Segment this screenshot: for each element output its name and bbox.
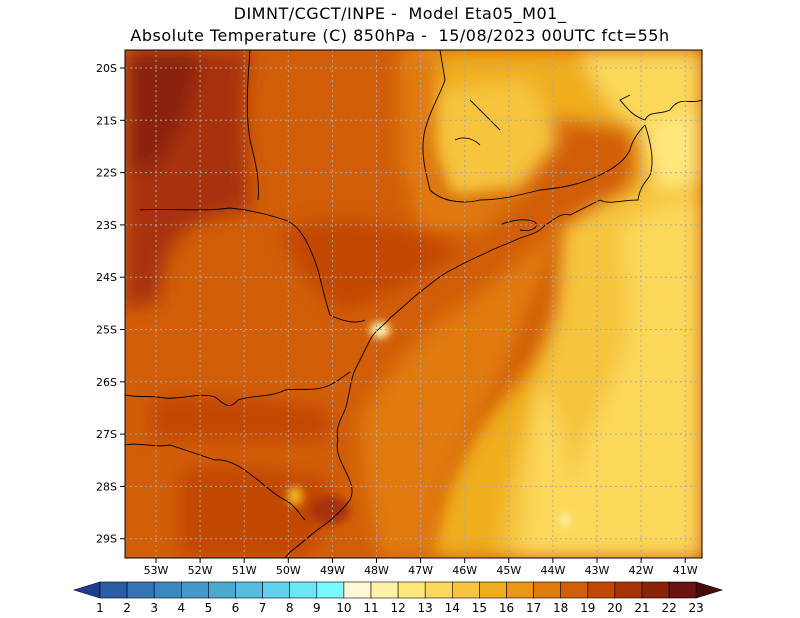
lat-label: 22S	[96, 167, 117, 180]
colorbar-swatch	[587, 581, 616, 599]
colorbar-label: 5	[205, 601, 213, 615]
colorbar-swatch	[343, 581, 372, 599]
colorbar-swatch	[289, 581, 318, 599]
latitude-labels: 20S 21S 22S 23S 24S 25S 26S 27S 28S 29S	[96, 62, 125, 546]
lon-label: 48W	[364, 564, 389, 577]
lat-label: 29S	[96, 533, 117, 546]
lon-label: 45W	[496, 564, 521, 577]
lon-label: 44W	[540, 564, 565, 577]
colorbar-swatch	[506, 581, 534, 599]
colorbar-label: 10	[336, 601, 351, 615]
colorbar-swatch	[99, 581, 128, 599]
chart-subtitle: Absolute Temperature (C) 850hPa - 15/08/…	[130, 26, 670, 45]
lat-label: 26S	[96, 376, 117, 389]
colorbar-arrow-left	[72, 581, 101, 599]
borders	[125, 50, 702, 558]
colorbar-label: 3	[150, 601, 158, 615]
lat-label: 28S	[96, 480, 117, 493]
colorbar-swatch	[479, 581, 507, 599]
colorbar-label: 21	[634, 601, 649, 615]
colorbar-label: 2	[123, 601, 131, 615]
colorbar-label: 8	[286, 601, 294, 615]
colorbar-swatch	[424, 581, 453, 599]
gridlines	[125, 50, 702, 558]
colorbar-label: 6	[232, 601, 240, 615]
colorbar-swatch	[614, 581, 643, 599]
colorbar-swatch	[316, 581, 345, 599]
colorbar-labels: 1 2 3 4 5 6 7 8 9 10 11 12 13 14 15 16 17 18 19 20 21 22 23	[96, 601, 704, 615]
colorbar-label: 1	[96, 601, 104, 615]
map-frame	[124, 49, 703, 559]
temperature-field	[125, 50, 702, 558]
colorbar-label: 14	[445, 601, 460, 615]
lat-label: 20S	[96, 62, 117, 75]
colorbar-label: 18	[553, 601, 568, 615]
colorbar-label: 23	[689, 601, 704, 615]
lon-label: 46W	[452, 564, 477, 577]
lon-label: 42W	[629, 564, 654, 577]
colorbar-swatch	[641, 581, 670, 599]
lat-label: 25S	[96, 324, 117, 337]
colorbar-swatch	[370, 581, 399, 599]
lat-label: 23S	[96, 219, 117, 232]
longitude-labels: 53W 52W 51W 50W 49W 48W 47W 46W 45W 44W 43W 42W 41W	[144, 558, 698, 577]
lon-label: 50W	[276, 564, 301, 577]
colorbar-arrow-right	[695, 581, 724, 599]
lat-label: 27S	[96, 428, 117, 441]
colorbar-label: 19	[580, 601, 595, 615]
lon-label: 53W	[144, 564, 169, 577]
colorbar	[72, 581, 724, 599]
colorbar-label: 7	[259, 601, 267, 615]
lon-label: 43W	[585, 564, 610, 577]
colorbar-swatch	[533, 581, 561, 599]
colorbar-swatch	[397, 581, 426, 599]
lon-label: 51W	[232, 564, 257, 577]
colorbar-swatch	[153, 581, 182, 599]
colorbar-label: 15	[472, 601, 487, 615]
colorbar-swatch	[262, 581, 291, 599]
colorbar-swatch	[126, 581, 155, 599]
lon-label: 47W	[408, 564, 433, 577]
colorbar-label: 13	[418, 601, 433, 615]
colorbar-swatch	[668, 581, 697, 599]
colorbar-swatch	[451, 581, 480, 599]
colorbar-label: 17	[526, 601, 541, 615]
colorbar-label: 11	[363, 601, 378, 615]
colorbar-label: 16	[499, 601, 514, 615]
colorbar-swatch	[235, 581, 263, 599]
lon-label: 52W	[188, 564, 213, 577]
colorbar-swatch	[560, 581, 589, 599]
lat-label: 21S	[96, 114, 117, 127]
lon-label: 49W	[320, 564, 345, 577]
colorbar-label: 4	[177, 601, 185, 615]
colorbar-label: 9	[313, 601, 321, 615]
chart-title: DIMNT/CGCT/INPE - Model Eta05_M01_	[233, 4, 567, 23]
lon-label: 41W	[673, 564, 698, 577]
colorbar-label: 12	[390, 601, 405, 615]
colorbar-label: 20	[607, 601, 622, 615]
colorbar-swatch	[181, 581, 209, 599]
colorbar-label: 22	[661, 601, 676, 615]
colorbar-swatch	[208, 581, 236, 599]
lat-label: 24S	[96, 271, 117, 284]
